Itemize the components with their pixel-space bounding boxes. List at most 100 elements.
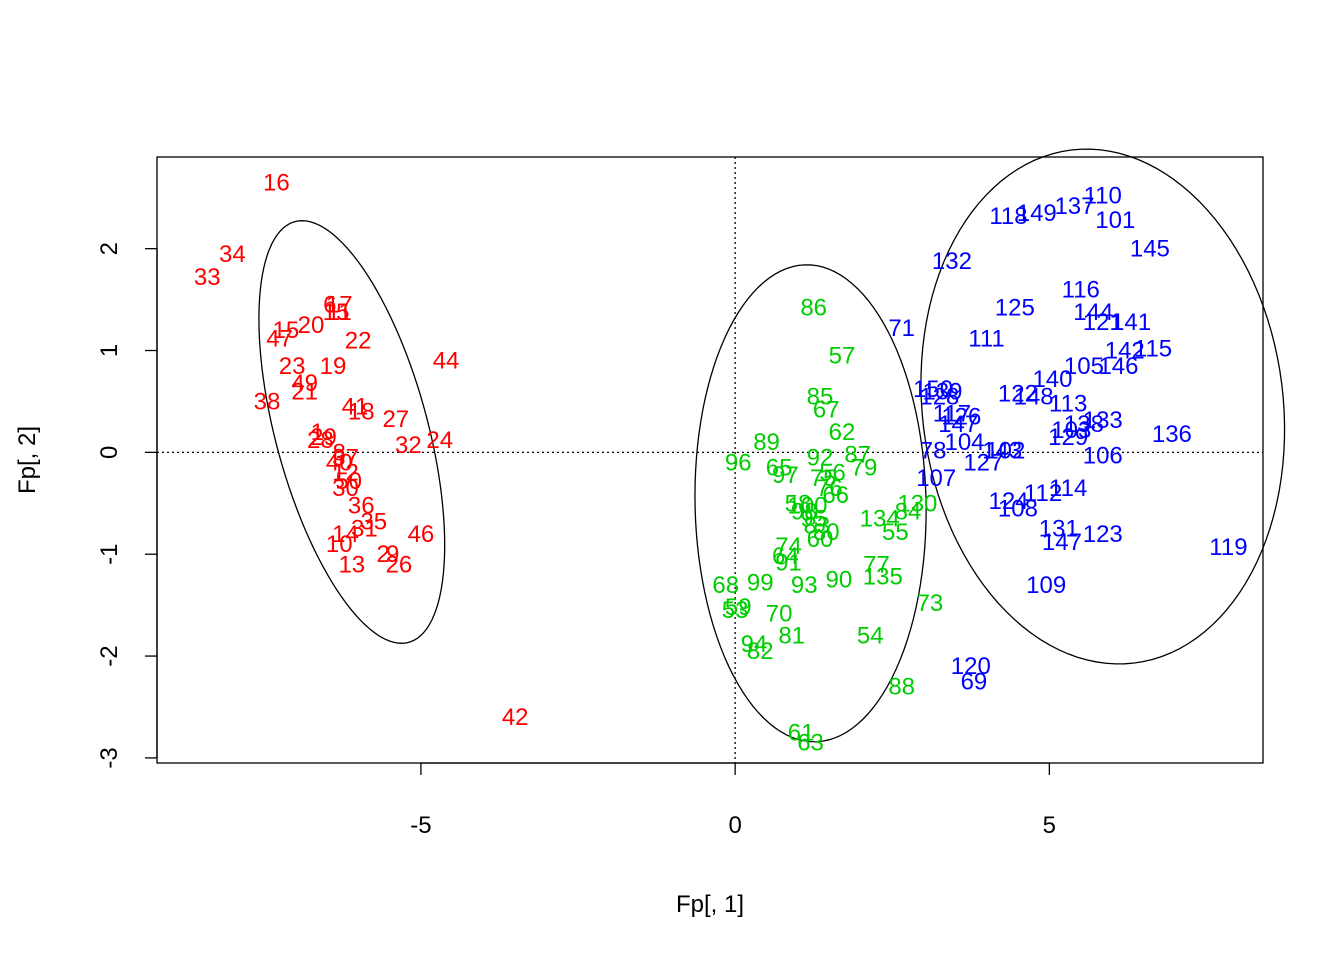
point-label-group2-53: 53	[722, 597, 749, 624]
point-label-group3-110: 110	[1084, 183, 1122, 210]
point-label-group3-138: 138	[1064, 411, 1104, 438]
point-label-group3-136: 136	[1152, 421, 1192, 448]
point-label-group3-147: 147	[1042, 529, 1082, 556]
point-label-group3-142: 142	[1105, 338, 1145, 365]
y-tick-label: 2	[96, 242, 123, 255]
point-label-group1-23: 23	[279, 353, 306, 380]
point-label-group1-24: 24	[426, 427, 453, 454]
point-label-group3-121: 121	[1083, 309, 1123, 336]
point-label-group3-146: 146	[1098, 353, 1138, 380]
point-label-group3-109: 109	[1026, 572, 1066, 599]
point-label-group2-96: 96	[725, 450, 752, 477]
point-label-group3-78: 78	[920, 437, 947, 464]
point-label-group3-125: 125	[995, 295, 1035, 322]
group1-ellipse	[258, 220, 446, 644]
x-tick-label: 0	[728, 812, 741, 839]
point-label-group2-75: 75	[810, 465, 837, 492]
ellipses-layer	[258, 148, 1286, 743]
point-label-group2-134: 134	[860, 506, 900, 533]
point-label-group2-91: 91	[775, 549, 802, 576]
point-label-group1-28: 28	[307, 427, 334, 454]
point-label-group2-82: 82	[747, 638, 774, 665]
point-label-group2-73: 73	[917, 590, 944, 617]
point-label-group2-77: 77	[863, 551, 890, 578]
point-label-group2-61: 61	[788, 719, 815, 746]
point-label-group3-128: 128	[919, 383, 959, 410]
point-label-group2-93: 93	[791, 572, 818, 599]
point-label-group3-132: 132	[932, 248, 972, 275]
reference-lines	[157, 157, 1263, 763]
y-tick-label: 1	[96, 344, 123, 357]
group2-ellipse	[694, 264, 927, 743]
point-label-group3-126: 126	[941, 404, 981, 431]
point-label-group2-95: 95	[800, 506, 827, 533]
point-label-group3-122: 122	[998, 380, 1038, 407]
point-label-group1-42: 42	[502, 704, 529, 731]
point-label-group3-112: 112	[1024, 480, 1062, 507]
y-tick-label: 0	[96, 446, 123, 459]
point-label-group1-41: 41	[342, 394, 369, 421]
point-label-group1-46: 46	[408, 521, 435, 548]
point-label-group3-105: 105	[1064, 353, 1104, 380]
point-label-group3-139: 139	[922, 378, 962, 405]
point-label-group3-143: 143	[982, 437, 1022, 464]
point-label-group1-14: 14	[332, 521, 359, 548]
point-label-group1-33: 33	[194, 264, 221, 291]
point-label-group1-13: 13	[338, 551, 365, 578]
point-label-group3-120: 120	[951, 653, 991, 680]
point-label-group2-65: 65	[766, 455, 793, 482]
point-label-group1-1: 1	[311, 419, 324, 446]
point-label-group1-47: 47	[266, 325, 293, 352]
point-label-group2-86: 86	[800, 295, 827, 322]
y-tick-label: -3	[96, 747, 123, 768]
y-tick-label: -2	[96, 645, 123, 666]
point-label-group3-141: 141	[1111, 309, 1151, 336]
point-label-group3-107: 107	[916, 465, 956, 492]
point-label-group2-68: 68	[712, 572, 739, 599]
point-label-group3-147: 147	[938, 411, 978, 438]
point-label-group2-67: 67	[813, 397, 840, 424]
point-label-group1-9: 9	[386, 541, 399, 568]
point-label-group2-76: 76	[816, 475, 843, 502]
point-label-group3-123: 123	[1083, 521, 1123, 548]
point-label-group3-103: 103	[1051, 417, 1091, 444]
x-tick-label: 5	[1043, 812, 1056, 839]
point-label-group3-137: 137	[1054, 193, 1094, 220]
point-label-group2-58: 58	[785, 490, 812, 517]
point-label-group1-17: 17	[326, 292, 353, 319]
point-label-group2-60: 60	[807, 526, 834, 553]
group3-ellipse	[920, 148, 1286, 665]
point-label-group3-104: 104	[944, 429, 984, 456]
point-label-group3-129: 129	[1048, 424, 1088, 451]
point-label-group1-31: 31	[351, 516, 378, 543]
point-label-group2-88: 88	[888, 674, 915, 701]
point-label-group1-32: 32	[395, 432, 422, 459]
point-label-group1-21: 21	[291, 378, 318, 405]
point-label-group2-130: 130	[897, 490, 937, 517]
point-label-group1-40: 40	[326, 450, 353, 477]
point-label-group1-22: 22	[345, 327, 372, 354]
point-label-group3-148: 148	[1014, 383, 1054, 410]
point-label-group2-135: 135	[863, 564, 903, 591]
point-label-group1-34: 34	[219, 241, 246, 268]
point-label-group1-2: 2	[377, 541, 390, 568]
point-label-group3-114: 114	[1049, 475, 1087, 502]
point-label-group2-90: 90	[825, 567, 852, 594]
point-label-group2-62: 62	[829, 419, 856, 446]
point-label-group2-84: 84	[895, 498, 922, 525]
point-label-group2-89: 89	[753, 429, 780, 456]
point-label-group3-116: 116	[1062, 276, 1100, 303]
point-label-group2-92: 92	[807, 444, 834, 471]
point-label-group1-20: 20	[298, 312, 325, 339]
point-label-group1-8: 8	[333, 439, 346, 466]
point-label-group3-106: 106	[1083, 442, 1123, 469]
point-label-group2-56: 56	[819, 460, 846, 487]
point-label-group3-111: 111	[968, 325, 1004, 352]
point-label-group1-6: 6	[323, 292, 336, 319]
point-label-group3-127: 127	[963, 450, 1003, 477]
point-label-group3-140: 140	[1032, 366, 1072, 393]
point-label-group3-131: 131	[1039, 516, 1079, 543]
point-label-group3-115: 115	[1134, 335, 1172, 362]
point-label-group3-69: 69	[961, 669, 988, 696]
